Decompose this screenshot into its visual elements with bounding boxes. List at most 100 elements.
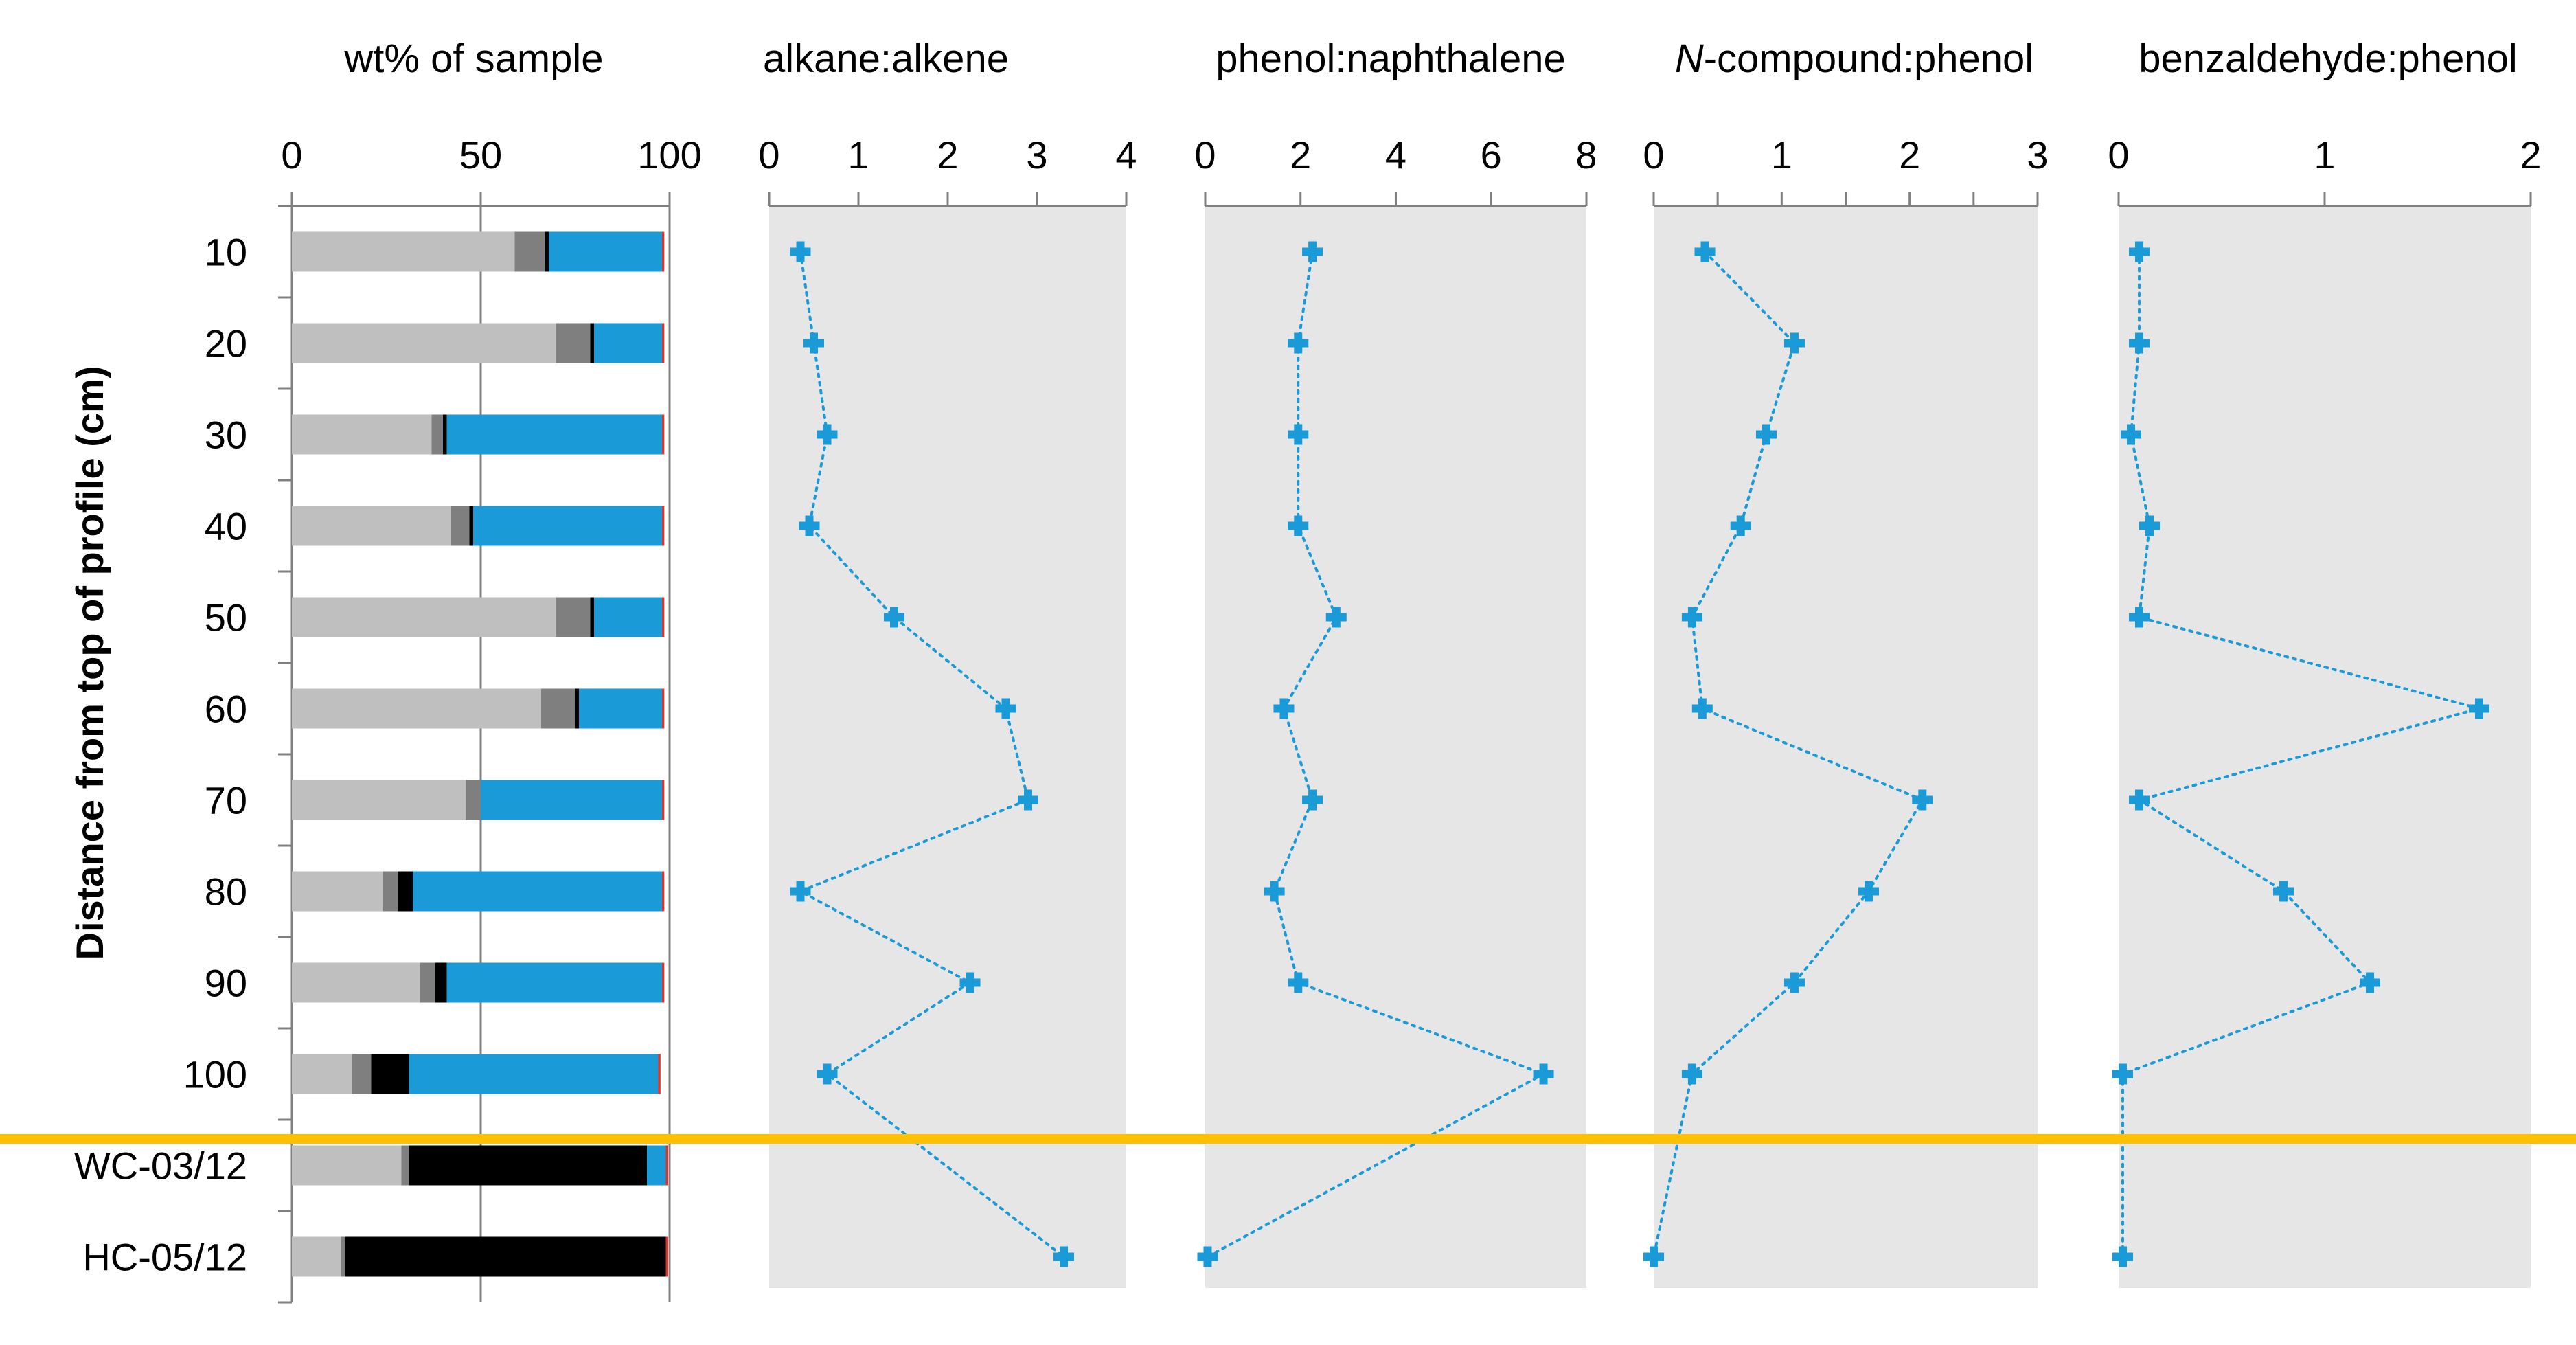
- line-panel-title: N-compound:phenol: [1675, 36, 2033, 81]
- bar-segment: [292, 506, 451, 546]
- line-point: [1694, 241, 1716, 262]
- line-point: [1755, 424, 1777, 445]
- line-xtick-label: 2: [1899, 133, 1920, 177]
- bar-segment: [662, 231, 665, 272]
- line-point-v: [1918, 789, 1927, 811]
- bar-segment: [341, 1236, 345, 1277]
- bar-segment: [345, 1236, 666, 1277]
- line-xtick-label: 1: [1771, 133, 1792, 177]
- line-point-v: [1736, 515, 1745, 536]
- bar-segment: [371, 1054, 409, 1094]
- bar-segment: [413, 871, 662, 912]
- bar-category-label: 40: [205, 505, 247, 548]
- bar-segment: [579, 688, 662, 729]
- line-point: [1018, 789, 1038, 811]
- line-panel-title-rest: -compound:phenol: [1704, 36, 2033, 81]
- line-point-v: [1294, 972, 1303, 993]
- line-point: [1533, 1063, 1554, 1085]
- bar-category-label: 100: [183, 1053, 247, 1096]
- line-panel-title-italic: N: [1675, 36, 1704, 81]
- line-point: [1302, 241, 1323, 262]
- bar-segment: [292, 231, 515, 272]
- bar-category-label: 50: [205, 596, 247, 640]
- bar-segment: [409, 1054, 659, 1094]
- bar-segment: [556, 597, 591, 637]
- bar-category-label: WC-03/12: [74, 1144, 247, 1188]
- bar-segment: [590, 597, 594, 637]
- bar-category-label: 80: [205, 870, 247, 914]
- bar-segment: [398, 871, 413, 912]
- line-point-v: [1203, 1246, 1212, 1267]
- line-point-v: [1700, 241, 1709, 262]
- line-point-v: [2119, 1246, 2127, 1267]
- line-point: [2129, 332, 2150, 354]
- line-point: [1681, 607, 1702, 628]
- bar-xtick-label: 50: [459, 133, 502, 177]
- line-point: [1783, 972, 1805, 993]
- line-panel-title: alkane:alkene: [763, 36, 1009, 81]
- line-xtick-label: 1: [847, 133, 869, 177]
- line-point: [2129, 789, 2150, 811]
- bar-segment: [556, 323, 591, 363]
- line-panel-title: benzaldehyde:phenol: [2139, 36, 2517, 81]
- bar-segment: [292, 780, 466, 820]
- bar-segment: [590, 323, 594, 363]
- bar-panel-title: wt% of sample: [343, 36, 603, 81]
- bar-segment: [658, 1054, 661, 1094]
- bar-segment: [420, 962, 435, 1003]
- bar-segment: [292, 871, 383, 912]
- line-point: [1302, 789, 1323, 811]
- line-point-v: [1001, 698, 1010, 719]
- line-point: [803, 332, 824, 354]
- bar-segment: [662, 506, 665, 546]
- line-point: [2139, 515, 2160, 536]
- line-point: [1691, 698, 1713, 719]
- bar-segment: [292, 1145, 402, 1186]
- bar-category-label: 90: [205, 962, 247, 1005]
- bar-category-label: 60: [205, 688, 247, 731]
- line-point-v: [1308, 241, 1317, 262]
- line-xtick-label: 0: [2108, 133, 2129, 177]
- line-panel-background: [1205, 206, 1586, 1288]
- line-point: [790, 241, 811, 262]
- line-point: [1730, 515, 1751, 536]
- line-xtick-label: 6: [1481, 133, 1502, 177]
- bar-segment: [545, 231, 549, 272]
- line-point-v: [796, 881, 805, 902]
- bar-segment: [469, 506, 473, 546]
- bar-category-label: 30: [205, 414, 247, 457]
- bar-segment: [662, 871, 665, 912]
- bar-segment: [292, 688, 541, 729]
- line-point-v: [1650, 1246, 1658, 1267]
- line-point: [1858, 881, 1880, 902]
- line-point: [959, 972, 981, 993]
- bar-segment: [292, 1054, 352, 1094]
- line-panel-background: [769, 206, 1126, 1288]
- line-point: [2129, 607, 2150, 628]
- line-point: [1288, 424, 1309, 445]
- line-xtick-label: 0: [1194, 133, 1216, 177]
- bar-segment: [662, 962, 665, 1003]
- line-point: [2112, 1063, 2133, 1085]
- bar-segment: [292, 1236, 341, 1277]
- line-point: [817, 424, 838, 445]
- line-point-v: [1270, 881, 1279, 902]
- bar-segment: [401, 1145, 409, 1186]
- line-point-v: [1687, 607, 1696, 628]
- bar-category-label: 70: [205, 779, 247, 822]
- line-point: [1681, 1063, 1702, 1085]
- line-point: [2469, 698, 2489, 719]
- bar-segment: [662, 688, 665, 729]
- line-xtick-label: 1: [2314, 133, 2335, 177]
- bar-segment: [383, 871, 398, 912]
- bar-segment: [409, 1145, 647, 1186]
- line-point-v: [1698, 698, 1707, 719]
- line-point-v: [2145, 515, 2154, 536]
- line-point: [2273, 881, 2294, 902]
- bar-segment: [435, 962, 447, 1003]
- bar-segment: [292, 414, 432, 455]
- bar-segment: [594, 597, 662, 637]
- bar-segment: [662, 414, 665, 455]
- bar-category-label: 20: [205, 322, 247, 365]
